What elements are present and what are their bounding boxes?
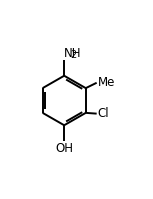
Text: 2: 2 — [71, 50, 77, 60]
Text: Cl: Cl — [98, 107, 109, 120]
Text: Me: Me — [98, 76, 115, 89]
Text: NH: NH — [64, 47, 81, 60]
Text: OH: OH — [55, 142, 73, 155]
